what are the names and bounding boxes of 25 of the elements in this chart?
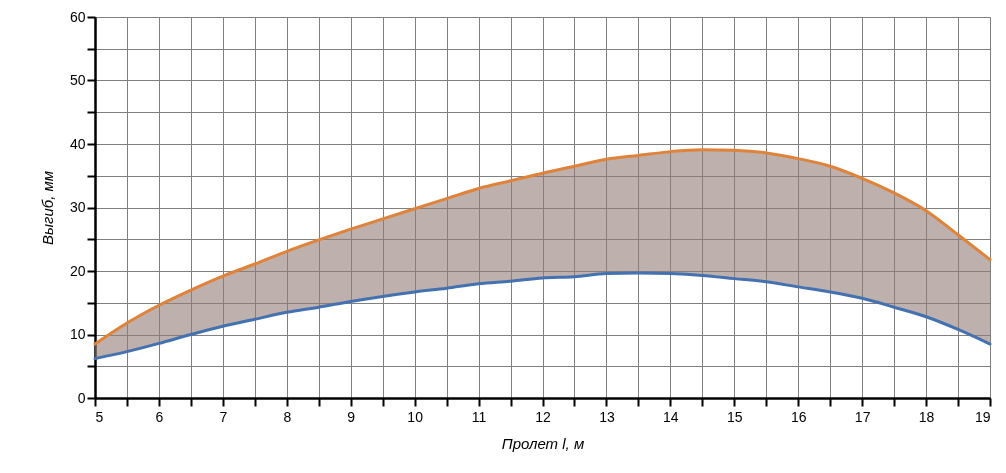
x-tick-label: 10: [407, 408, 424, 425]
x-tick-label: 17: [854, 408, 871, 425]
x-tick-label: 16: [790, 408, 807, 425]
x-tick-label: 14: [663, 408, 679, 425]
x-tick-label: 13: [599, 408, 615, 425]
x-tick-label: 7: [219, 408, 228, 425]
x-tick-label: 18: [918, 408, 935, 425]
y-tick-label: 10: [69, 326, 86, 342]
x-tick-label: 12: [535, 408, 551, 425]
y-tick-label: 0: [77, 389, 86, 406]
x-tick-label: 15: [727, 408, 743, 425]
y-tick-label: 30: [69, 199, 86, 215]
y-tick-label: 40: [69, 135, 86, 152]
x-tick-label: 9: [347, 408, 356, 425]
y-tick-label: 20: [69, 262, 86, 279]
x-tick-label: 19: [974, 408, 991, 425]
y-tick-label: 60: [69, 8, 86, 25]
x-tick-label: 11: [471, 408, 487, 425]
y-tick-label: 50: [69, 72, 86, 88]
line-series: [93, 271, 992, 361]
x-tick-label: 5: [95, 408, 104, 425]
x-axis-title: Пролет l, м: [501, 434, 585, 452]
y-axis-title: Выгиб, мм: [38, 170, 56, 246]
x-tick-label: 6: [155, 408, 164, 425]
x-tick-label: 8: [283, 408, 292, 425]
